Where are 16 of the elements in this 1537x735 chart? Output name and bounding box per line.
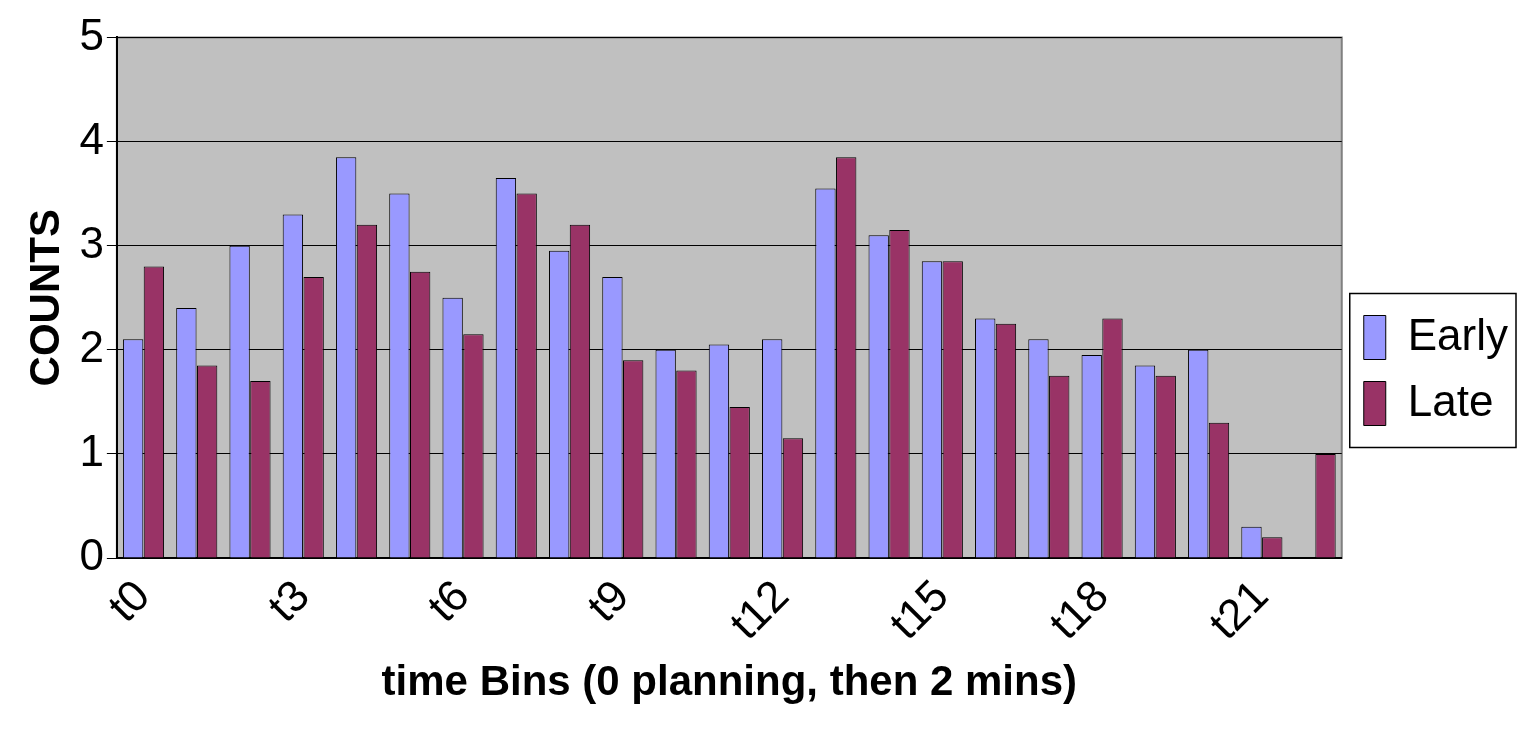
y-tick-label: 3 bbox=[79, 217, 104, 267]
x-tick-label: t9 bbox=[577, 569, 638, 631]
y-tick-label: 5 bbox=[79, 9, 104, 59]
legend-label: Early bbox=[1407, 309, 1508, 359]
x-tick-label: t21 bbox=[1198, 569, 1277, 648]
y-tick-label: 2 bbox=[79, 321, 104, 371]
y-axis-title: COUNTS bbox=[20, 209, 68, 387]
legend-label: Late bbox=[1407, 375, 1494, 425]
y-tick-label: 1 bbox=[79, 426, 104, 476]
x-tick-label: t18 bbox=[1039, 569, 1118, 648]
x-tick-label: t15 bbox=[879, 569, 958, 648]
y-tick-label: 4 bbox=[79, 113, 104, 163]
x-tick-label: t12 bbox=[719, 569, 798, 648]
x-axis-title: time Bins (0 planning, then 2 mins) bbox=[381, 657, 1078, 705]
x-tick-label: t3 bbox=[257, 569, 319, 631]
x-tick-label: t6 bbox=[417, 569, 478, 631]
